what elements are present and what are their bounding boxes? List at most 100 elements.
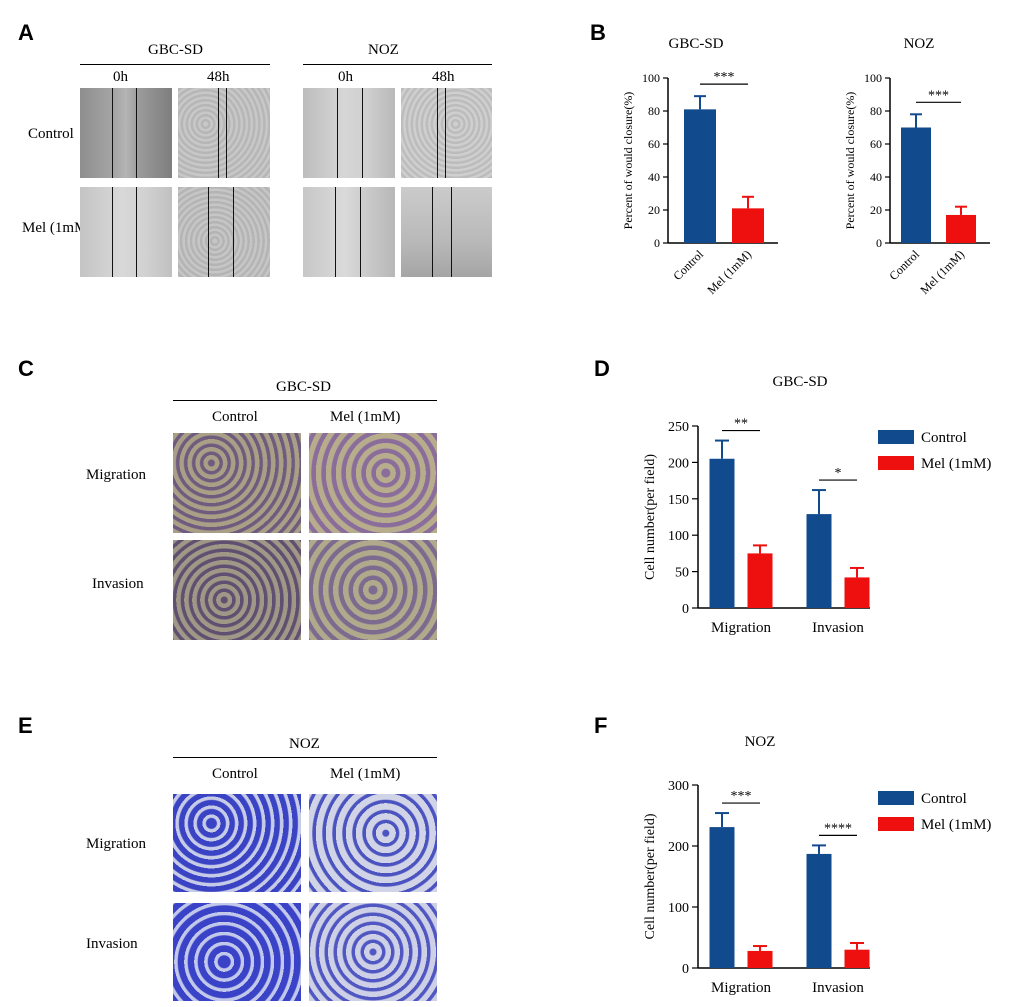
migration-image <box>173 794 301 892</box>
migration-image <box>309 794 437 892</box>
significance-label: *** <box>928 88 949 103</box>
panel-letter-c: C <box>18 356 34 381</box>
bar <box>806 514 832 608</box>
scratch-image <box>178 187 270 277</box>
significance-label: * <box>835 466 842 481</box>
x-tick-label: Control <box>886 247 922 283</box>
bar <box>709 827 735 968</box>
y-tick-label: 0 <box>682 962 689 977</box>
y-tick-label: 100 <box>642 71 660 85</box>
y-tick-label: 100 <box>864 71 882 85</box>
chart-title: NOZ <box>745 734 776 750</box>
migration-image <box>309 433 437 533</box>
chart-b2: NOZ 0 20 40 60 80 100 Percent of would closure(… <box>843 36 990 297</box>
x-tick-label: Invasion <box>812 980 864 996</box>
panel-e-title: NOZ <box>289 736 320 752</box>
column-label: Control <box>212 409 258 425</box>
scratch-image <box>401 187 492 277</box>
invasion-image <box>309 903 437 1001</box>
y-axis-label: Percent of would closure(%) <box>621 92 635 230</box>
column-label: Mel (1mM) <box>330 409 401 425</box>
panel-letter-b: B <box>590 20 606 45</box>
panel-letter-e: E <box>18 713 33 738</box>
bar <box>844 949 870 968</box>
y-tick-label: 50 <box>675 566 689 581</box>
y-tick-label: 80 <box>648 104 660 118</box>
cell-line-label-noz: NOZ <box>368 42 399 58</box>
bar <box>732 208 764 243</box>
chart-b1: GBC-SD 0 20 40 60 80 100 Percent of would closu… <box>621 36 778 297</box>
timepoint-label: 48h <box>207 69 230 85</box>
invasion-image <box>173 540 301 640</box>
migration-image <box>173 433 301 533</box>
y-tick-label: 20 <box>648 203 660 217</box>
row-label: Migration <box>86 467 146 483</box>
x-tick-label: Control <box>670 247 706 283</box>
header-rule <box>303 64 492 65</box>
scratch-image <box>303 187 395 277</box>
row-label-control: Control <box>28 126 74 142</box>
legend-label: Control <box>921 430 967 446</box>
significance-label: ** <box>734 417 748 432</box>
x-tick-label: Mel (1mM) <box>704 247 754 297</box>
y-axis-label: Cell number(per field) <box>643 454 658 580</box>
timepoint-label: 48h <box>432 69 455 85</box>
timepoint-label: 0h <box>113 69 128 85</box>
bar <box>844 577 870 608</box>
column-label: Control <box>212 766 258 782</box>
panel-letter-a: A <box>18 20 34 45</box>
chart-title: GBC-SD <box>772 374 827 390</box>
timepoint-label: 0h <box>338 69 353 85</box>
header-rule <box>173 757 437 758</box>
header-rule <box>80 64 270 65</box>
y-tick-label: 0 <box>682 602 689 617</box>
chart-title: NOZ <box>904 36 935 52</box>
y-tick-label: 80 <box>870 104 882 118</box>
panel-letter-d: D <box>594 356 610 381</box>
y-tick-label: 150 <box>668 493 689 508</box>
bar <box>709 458 735 608</box>
panel-letter-f: F <box>594 713 608 738</box>
x-tick-label: Migration <box>711 620 771 636</box>
legend-swatch <box>878 791 914 805</box>
cell-line-label-gbcsd: GBC-SD <box>148 42 204 58</box>
invasion-image <box>173 903 301 1001</box>
bar <box>946 214 976 243</box>
y-tick-label: 200 <box>668 456 689 471</box>
legend-swatch <box>878 456 914 470</box>
legend-swatch <box>878 817 914 831</box>
x-tick-label: Migration <box>711 980 771 996</box>
legend-label: Mel (1mM) <box>921 817 991 833</box>
y-tick-label: 100 <box>668 901 689 916</box>
y-tick-label: 60 <box>870 137 882 151</box>
scratch-image <box>303 88 395 178</box>
y-axis-label: Cell number(per field) <box>643 813 658 939</box>
y-tick-label: 200 <box>668 840 689 855</box>
y-tick-label: 250 <box>668 420 689 435</box>
panel-c-title: GBC-SD <box>276 379 332 395</box>
row-label: Migration <box>86 836 146 852</box>
significance-label: *** <box>714 70 735 85</box>
scratch-image <box>178 88 270 178</box>
invasion-image <box>309 540 437 640</box>
scratch-image <box>80 88 172 178</box>
y-tick-label: 300 <box>668 779 689 794</box>
significance-label: *** <box>731 789 752 804</box>
scratch-image <box>401 88 492 178</box>
y-tick-label: 0 <box>654 236 660 250</box>
y-tick-label: 40 <box>648 170 660 184</box>
chart-title: GBC-SD <box>668 36 723 52</box>
bar <box>747 950 773 968</box>
y-tick-label: 0 <box>876 236 882 250</box>
y-tick-label: 40 <box>870 170 882 184</box>
legend-swatch <box>878 430 914 444</box>
scratch-image <box>80 187 172 277</box>
x-tick-label: Invasion <box>812 620 864 636</box>
y-axis-label: Percent of would closure(%) <box>843 92 857 230</box>
chart-d: GBC-SD 0 50 100 150 200 250 Cell number(per fie… <box>643 374 991 636</box>
y-tick-label: 60 <box>648 137 660 151</box>
bar <box>684 109 716 243</box>
y-tick-label: 20 <box>870 203 882 217</box>
row-label: Invasion <box>92 576 144 592</box>
legend-label: Control <box>921 791 967 807</box>
